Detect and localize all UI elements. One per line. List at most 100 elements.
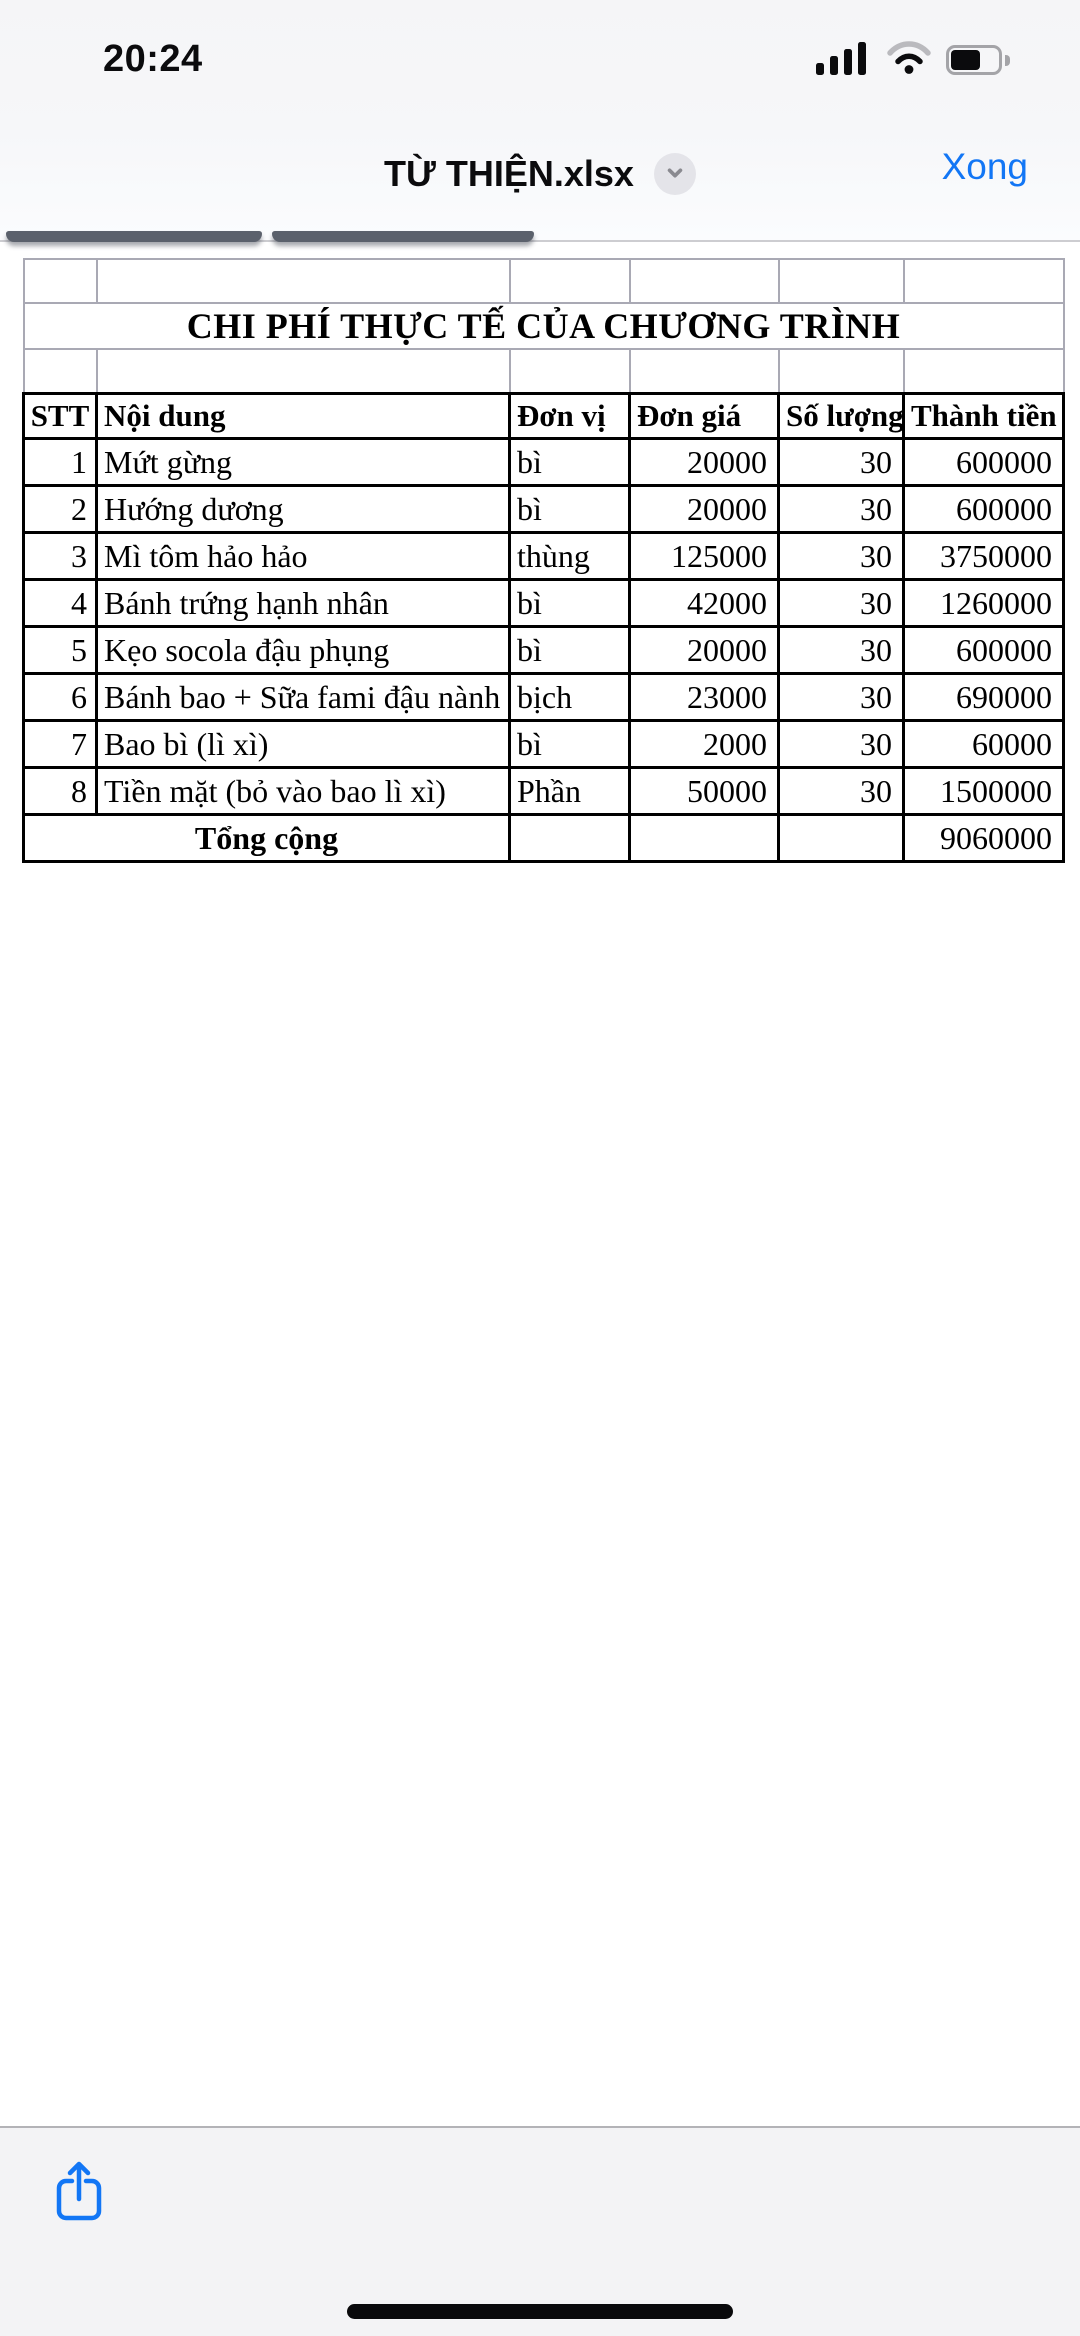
home-indicator[interactable]	[347, 2304, 733, 2319]
sheet-tab-shadow-right	[272, 231, 534, 242]
cell-soluong: 30	[777, 437, 905, 487]
status-icons	[816, 40, 1010, 80]
empty-cell	[95, 348, 511, 395]
bottom-toolbar	[0, 2126, 1080, 2336]
status-time: 20:24	[103, 38, 203, 80]
cell-thanhtien: 600000	[902, 625, 1065, 675]
table-row: 8 Tiền mặt (bỏ vào bao lì xì) Phần 50000 30 1…	[22, 766, 1065, 816]
column-header-soluong: Số lượng	[777, 392, 905, 440]
cell-thanhtien: 600000	[902, 484, 1065, 534]
sheet-title: CHI PHÍ THỰC TẾ CỦA CHƯƠNG TRÌNH	[22, 302, 1065, 350]
table-row: 1 Mứt gừng bì 20000 30 600000	[22, 437, 1065, 487]
cell-noidung: Mì tôm hảo hảo	[95, 531, 511, 581]
cell-thanhtien: 1260000	[902, 578, 1065, 628]
empty-cell	[95, 258, 511, 304]
cell-soluong: 30	[777, 578, 905, 628]
empty-cell	[628, 258, 780, 304]
cell-donvi: bịch	[508, 672, 631, 722]
cell-donvi: bì	[508, 625, 631, 675]
cell-noidung: Bánh trứng hạnh nhân	[95, 578, 511, 628]
empty-cell	[628, 813, 780, 863]
cell-thanhtien: 690000	[902, 672, 1065, 722]
cell-soluong: 30	[777, 672, 905, 722]
document-title: TỪ THIỆN.xlsx	[384, 153, 634, 194]
empty-cell	[508, 258, 631, 304]
cell-noidung: Bánh bao + Sữa fami đậu nành	[95, 672, 511, 722]
empty-cell	[628, 348, 780, 395]
column-header-donvi: Đơn vị	[508, 392, 631, 440]
cell-stt: 5	[22, 625, 98, 675]
cell-stt: 7	[22, 719, 98, 769]
sheet-tab-shadow-left	[6, 231, 262, 242]
cell-noidung: Tiền mặt (bỏ vào bao lì xì)	[95, 766, 511, 816]
sheet-title-row: CHI PHÍ THỰC TẾ CỦA CHƯƠNG TRÌNH	[22, 302, 1065, 350]
title-group: TỪ THIỆN.xlsx	[0, 142, 1080, 206]
cell-thanhtien: 600000	[902, 437, 1065, 487]
cell-soluong: 30	[777, 766, 905, 816]
cell-dongia: 20000	[628, 484, 780, 534]
table-row: 6 Bánh bao + Sữa fami đậu nành bịch 23000 30…	[22, 672, 1065, 722]
cellular-signal-icon	[816, 41, 872, 80]
cell-stt: 4	[22, 578, 98, 628]
empty-cell	[22, 258, 98, 304]
empty-cell	[777, 813, 905, 863]
cell-donvi: bì	[508, 484, 631, 534]
cell-noidung: Hướng dương	[95, 484, 511, 534]
done-button[interactable]: Xong	[941, 146, 1028, 187]
cell-noidung: Kẹo socola đậu phụng	[95, 625, 511, 675]
cell-noidung: Mứt gừng	[95, 437, 511, 487]
cell-thanhtien: 3750000	[902, 531, 1065, 581]
table-row: 7 Bao bì (lì xì) bì 2000 30 60000	[22, 719, 1065, 769]
share-button[interactable]	[54, 2160, 104, 2225]
empty-cell	[902, 258, 1065, 304]
total-value: 9060000	[902, 813, 1065, 863]
cell-soluong: 30	[777, 531, 905, 581]
navigation-bar: 20:24	[0, 0, 1080, 242]
cell-dongia: 2000	[628, 719, 780, 769]
cell-dongia: 42000	[628, 578, 780, 628]
cell-donvi: bì	[508, 578, 631, 628]
status-bar: 20:24	[0, 28, 1080, 92]
chevron-down-icon	[662, 160, 688, 189]
cell-soluong: 30	[777, 719, 905, 769]
share-icon	[54, 2161, 104, 2225]
total-row: Tổng cộng 9060000	[22, 813, 1065, 863]
cell-donvi: Phần	[508, 766, 631, 816]
total-label: Tổng cộng	[22, 813, 511, 863]
cell-dongia: 50000	[628, 766, 780, 816]
empty-grid-row	[22, 348, 1065, 395]
empty-cell	[508, 813, 631, 863]
cell-soluong: 30	[777, 625, 905, 675]
table-row: 2 Hướng dương bì 20000 30 600000	[22, 484, 1065, 534]
empty-grid-row	[22, 258, 1065, 304]
cell-stt: 1	[22, 437, 98, 487]
title-dropdown-button[interactable]	[653, 153, 696, 195]
cell-noidung: Bao bì (lì xì)	[95, 719, 511, 769]
cell-thanhtien: 60000	[902, 719, 1065, 769]
empty-cell	[777, 348, 905, 395]
cell-stt: 6	[22, 672, 98, 722]
table-row: 4 Bánh trứng hạnh nhân bì 42000 30 1260000	[22, 578, 1065, 628]
cell-donvi: thùng	[508, 531, 631, 581]
cell-thanhtien: 1500000	[902, 766, 1065, 816]
empty-cell	[508, 348, 631, 395]
cell-donvi: bì	[508, 437, 631, 487]
cell-stt: 2	[22, 484, 98, 534]
cell-dongia: 20000	[628, 625, 780, 675]
column-header-noidung: Nội dung	[95, 392, 511, 440]
empty-cell	[902, 348, 1065, 395]
cell-dongia: 125000	[628, 531, 780, 581]
cell-dongia: 20000	[628, 437, 780, 487]
column-header-thanhtien: Thành tiền	[902, 392, 1065, 440]
title-bar: TỪ THIỆN.xlsx Xong	[0, 142, 1080, 212]
cell-stt: 3	[22, 531, 98, 581]
column-header-stt: STT	[22, 392, 98, 440]
cell-donvi: bì	[508, 719, 631, 769]
wifi-icon	[886, 40, 932, 80]
cell-dongia: 23000	[628, 672, 780, 722]
battery-icon	[946, 45, 1010, 75]
cell-soluong: 30	[777, 484, 905, 534]
document-preview[interactable]: CHI PHÍ THỰC TẾ CỦA CHƯƠNG TRÌNH STT Nội…	[0, 242, 1080, 2126]
empty-cell	[777, 258, 905, 304]
